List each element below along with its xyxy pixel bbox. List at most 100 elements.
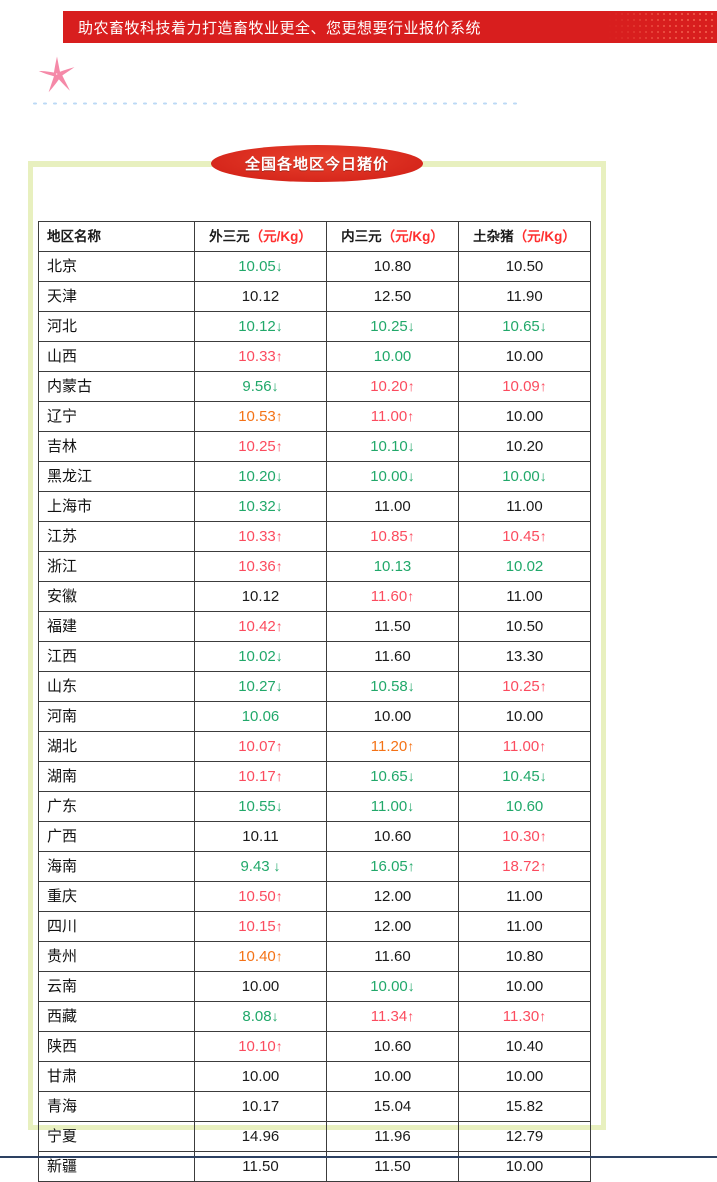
arrow-up-icon: ↑ (539, 678, 547, 694)
price-table: 地区名称 外三元（元/Kg） 内三元（元/Kg） 土杂猪（元/Kg） 北京 10.05 ↓… (38, 221, 591, 1182)
cell-region: 福建 (38, 611, 195, 642)
cell-price-2: 10.00 (326, 341, 459, 372)
cell-price-3: 10.00 (458, 401, 591, 432)
cell-price-1: 10.33↑ (194, 521, 327, 552)
cell-price-3: 10.00 (458, 341, 591, 372)
price-value: 10.00 (373, 1068, 412, 1085)
price-value: 10.33 (238, 528, 276, 545)
price-value: 10.00 (505, 408, 544, 425)
price-value: 10.27 (238, 678, 276, 695)
cell-price-1: 10.33↑ (194, 341, 327, 372)
cell-price-1: 10.20↓ (194, 461, 327, 492)
column-header-name: 土杂猪 (473, 229, 514, 244)
cell-price-1: 10.12↓ (194, 311, 327, 342)
cell-price-2: 10.00 (326, 701, 459, 732)
price-value: 12.00 (373, 888, 412, 905)
arrow-down-icon: ↓ (275, 648, 283, 664)
price-value: 10.00 (241, 1068, 280, 1085)
arrow-up-icon: ↑ (407, 858, 415, 874)
arrow-down-icon: ↓ (407, 438, 415, 454)
cell-price-3: 10.50 (458, 611, 591, 642)
price-value: 10.11 (242, 828, 279, 845)
arrow-up-icon: ↑ (275, 888, 283, 904)
arrow-up-icon: ↑ (275, 948, 283, 964)
column-header-unit: （元/Kg） (513, 229, 576, 244)
arrow-down-icon: ↓ (407, 798, 415, 814)
arrow-up-icon: ↑ (407, 738, 415, 754)
column-header-unit: （元/Kg） (249, 229, 312, 244)
price-value: 10.32 (238, 498, 276, 515)
price-value: 11.00 (374, 498, 411, 515)
column-header-region: 地区名称 (38, 221, 195, 252)
cell-price-3: 11.00 (458, 911, 591, 942)
cell-region: 江苏 (38, 521, 195, 552)
cell-price-2: 10.60 (326, 1031, 459, 1062)
cell-price-3: 10.02 (458, 551, 591, 582)
cell-region: 吉林 (38, 431, 195, 462)
cell-price-3: 11.00 (458, 491, 591, 522)
cell-price-2: 11.20↑ (326, 731, 459, 762)
cell-price-3: 10.00 (458, 971, 591, 1002)
column-header-1: 外三元（元/Kg） (194, 221, 327, 252)
cell-region: 山西 (38, 341, 195, 372)
arrow-down-icon: ↓ (407, 978, 415, 994)
price-value: 10.06 (241, 708, 280, 725)
price-value: 11.34 (370, 1008, 408, 1025)
price-table-body: 北京 10.05↓ 10.80 10.50 天津 10.12 12.50 11.90 河北 10.… (38, 251, 591, 1182)
cell-price-2: 11.60 (326, 941, 459, 972)
price-value: 10.00 (505, 978, 544, 995)
arrow-up-icon: ↑ (275, 438, 283, 454)
cell-price-1: 10.50↑ (194, 881, 327, 912)
cell-price-1: 10.42↑ (194, 611, 327, 642)
price-value: 10.45 (502, 768, 540, 785)
arrow-down-icon: ↓ (539, 318, 547, 334)
cell-region: 广东 (38, 791, 195, 822)
price-value: 10.42 (238, 618, 276, 635)
cell-price-3: 10.60 (458, 791, 591, 822)
header-banner: 助农畜牧科技着力打造畜牧业更全、您更想要行业报价系统 (63, 11, 717, 43)
price-value: 10.05 (238, 258, 276, 275)
cell-price-2: 10.00↓ (326, 461, 459, 492)
price-value: 11.00 (370, 408, 408, 425)
price-value: 10.10 (370, 438, 408, 455)
cell-price-3: 11.30↑ (458, 1001, 591, 1032)
price-value: 12.79 (505, 1128, 544, 1145)
price-value: 10.50 (505, 618, 544, 635)
cell-price-3: 10.00 (458, 701, 591, 732)
table-row: 宁夏 14.96 11.96 12.79 (38, 1121, 591, 1152)
cell-price-1: 10.55↓ (194, 791, 327, 822)
column-header-unit: （元/Kg） (381, 229, 444, 244)
cell-price-1: 10.17↑ (194, 761, 327, 792)
price-value: 10.30 (502, 828, 540, 845)
table-row: 山西 10.33↑ 10.00 10.00 (38, 341, 591, 372)
cell-price-3: 10.00↓ (458, 461, 591, 492)
table-row: 云南 10.00 10.00↓ 10.00 (38, 971, 591, 1002)
cell-price-3: 10.40 (458, 1031, 591, 1062)
table-row: 广东 10.55↓ 11.00↓ 10.60 (38, 791, 591, 822)
price-value: 11.60 (374, 648, 411, 665)
price-value: 18.72 (502, 858, 540, 875)
price-value: 10.40 (238, 948, 276, 965)
arrow-up-icon: ↑ (275, 618, 283, 634)
cell-price-3: 13.30 (458, 641, 591, 672)
arrow-down-icon: ↓ (407, 468, 415, 484)
arrow-up-icon: ↑ (539, 378, 547, 394)
cell-price-2: 16.05↑ (326, 851, 459, 882)
cell-price-3: 10.30↑ (458, 821, 591, 852)
price-value: 11.60 (374, 948, 411, 965)
cell-price-2: 12.50 (326, 281, 459, 312)
table-row: 北京 10.05↓ 10.80 10.50 (38, 251, 591, 282)
arrow-up-icon: ↑ (539, 738, 547, 754)
cell-price-1: 10.02↓ (194, 641, 327, 672)
price-value: 10.60 (373, 828, 412, 845)
price-value: 10.00 (505, 708, 544, 725)
cell-price-2: 12.00 (326, 911, 459, 942)
cell-price-1: 10.53↑ (194, 401, 327, 432)
table-header-row: 地区名称 外三元（元/Kg） 内三元（元/Kg） 土杂猪（元/Kg） (38, 221, 591, 252)
cell-price-1: 9.56↓ (194, 371, 327, 402)
price-value: 10.00 (505, 1068, 544, 1085)
price-value: 12.00 (373, 918, 412, 935)
cell-region: 西藏 (38, 1001, 195, 1032)
cell-region: 北京 (38, 251, 195, 282)
cell-region: 江西 (38, 641, 195, 672)
